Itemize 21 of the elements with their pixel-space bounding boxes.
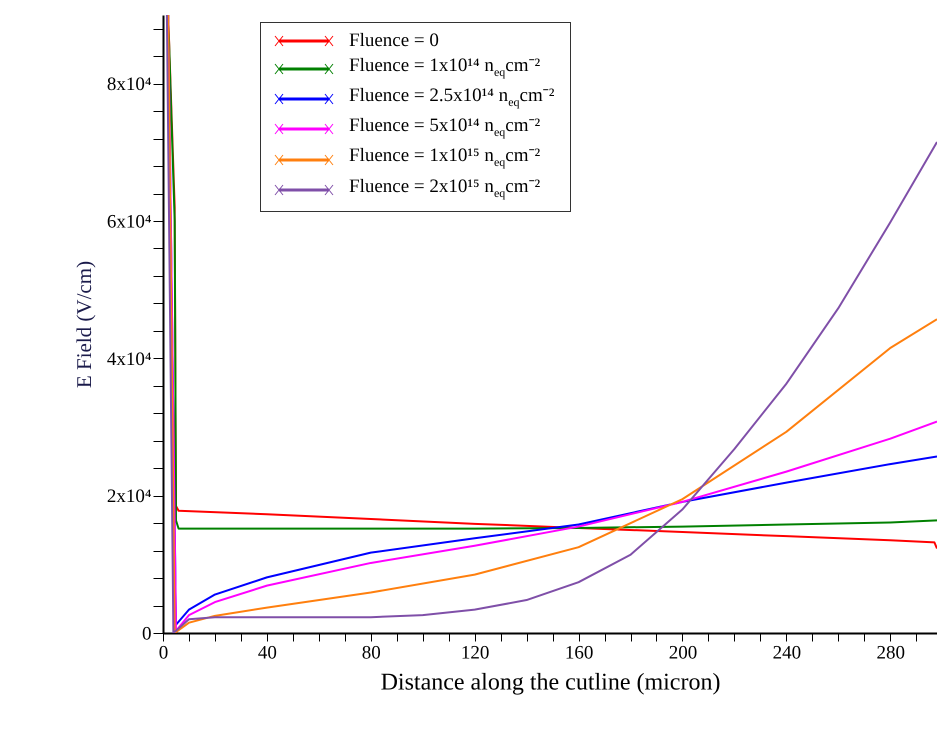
legend-label: Fluence = 2x10¹⁵ n$_{eq}$cm⁻²	[349, 174, 540, 202]
x-tick-label: 0	[158, 642, 168, 664]
legend-label: Fluence = 0	[349, 29, 439, 53]
legend-label: Fluence = 1x10¹⁵ n$_{eq}$cm⁻²	[349, 144, 540, 172]
legend-label: Fluence = 2.5x10¹⁴ n$_{eq}$cm⁻²	[349, 84, 554, 111]
y-axis-title: E Field (V/cm)	[72, 260, 96, 388]
x-tick-label: 240	[772, 642, 802, 664]
x-tick-label: 120	[460, 642, 490, 664]
x-tick-label: 280	[876, 642, 905, 664]
x-tick-label: 160	[564, 642, 594, 664]
y-tick-label: 6x10⁴	[106, 212, 152, 232]
y-tick-label: 8x10⁴	[106, 74, 152, 96]
x-axis-title: Distance along the cutline (micron)	[380, 670, 720, 696]
y-tick-label: 2x10⁴	[106, 486, 152, 508]
x-tick-label: 40	[258, 642, 277, 664]
x-tick-label: 200	[668, 642, 698, 664]
legend-label: Fluence = 5x10¹⁴ n$_{eq}$cm⁻²	[349, 114, 540, 141]
y-tick-label: 4x10⁴	[106, 348, 152, 370]
x-tick-label: 80	[362, 642, 381, 664]
legend-label: Fluence = 1x10¹⁴ n$_{eq}$cm⁻²	[349, 54, 540, 80]
y-tick-label: 0	[142, 624, 152, 644]
